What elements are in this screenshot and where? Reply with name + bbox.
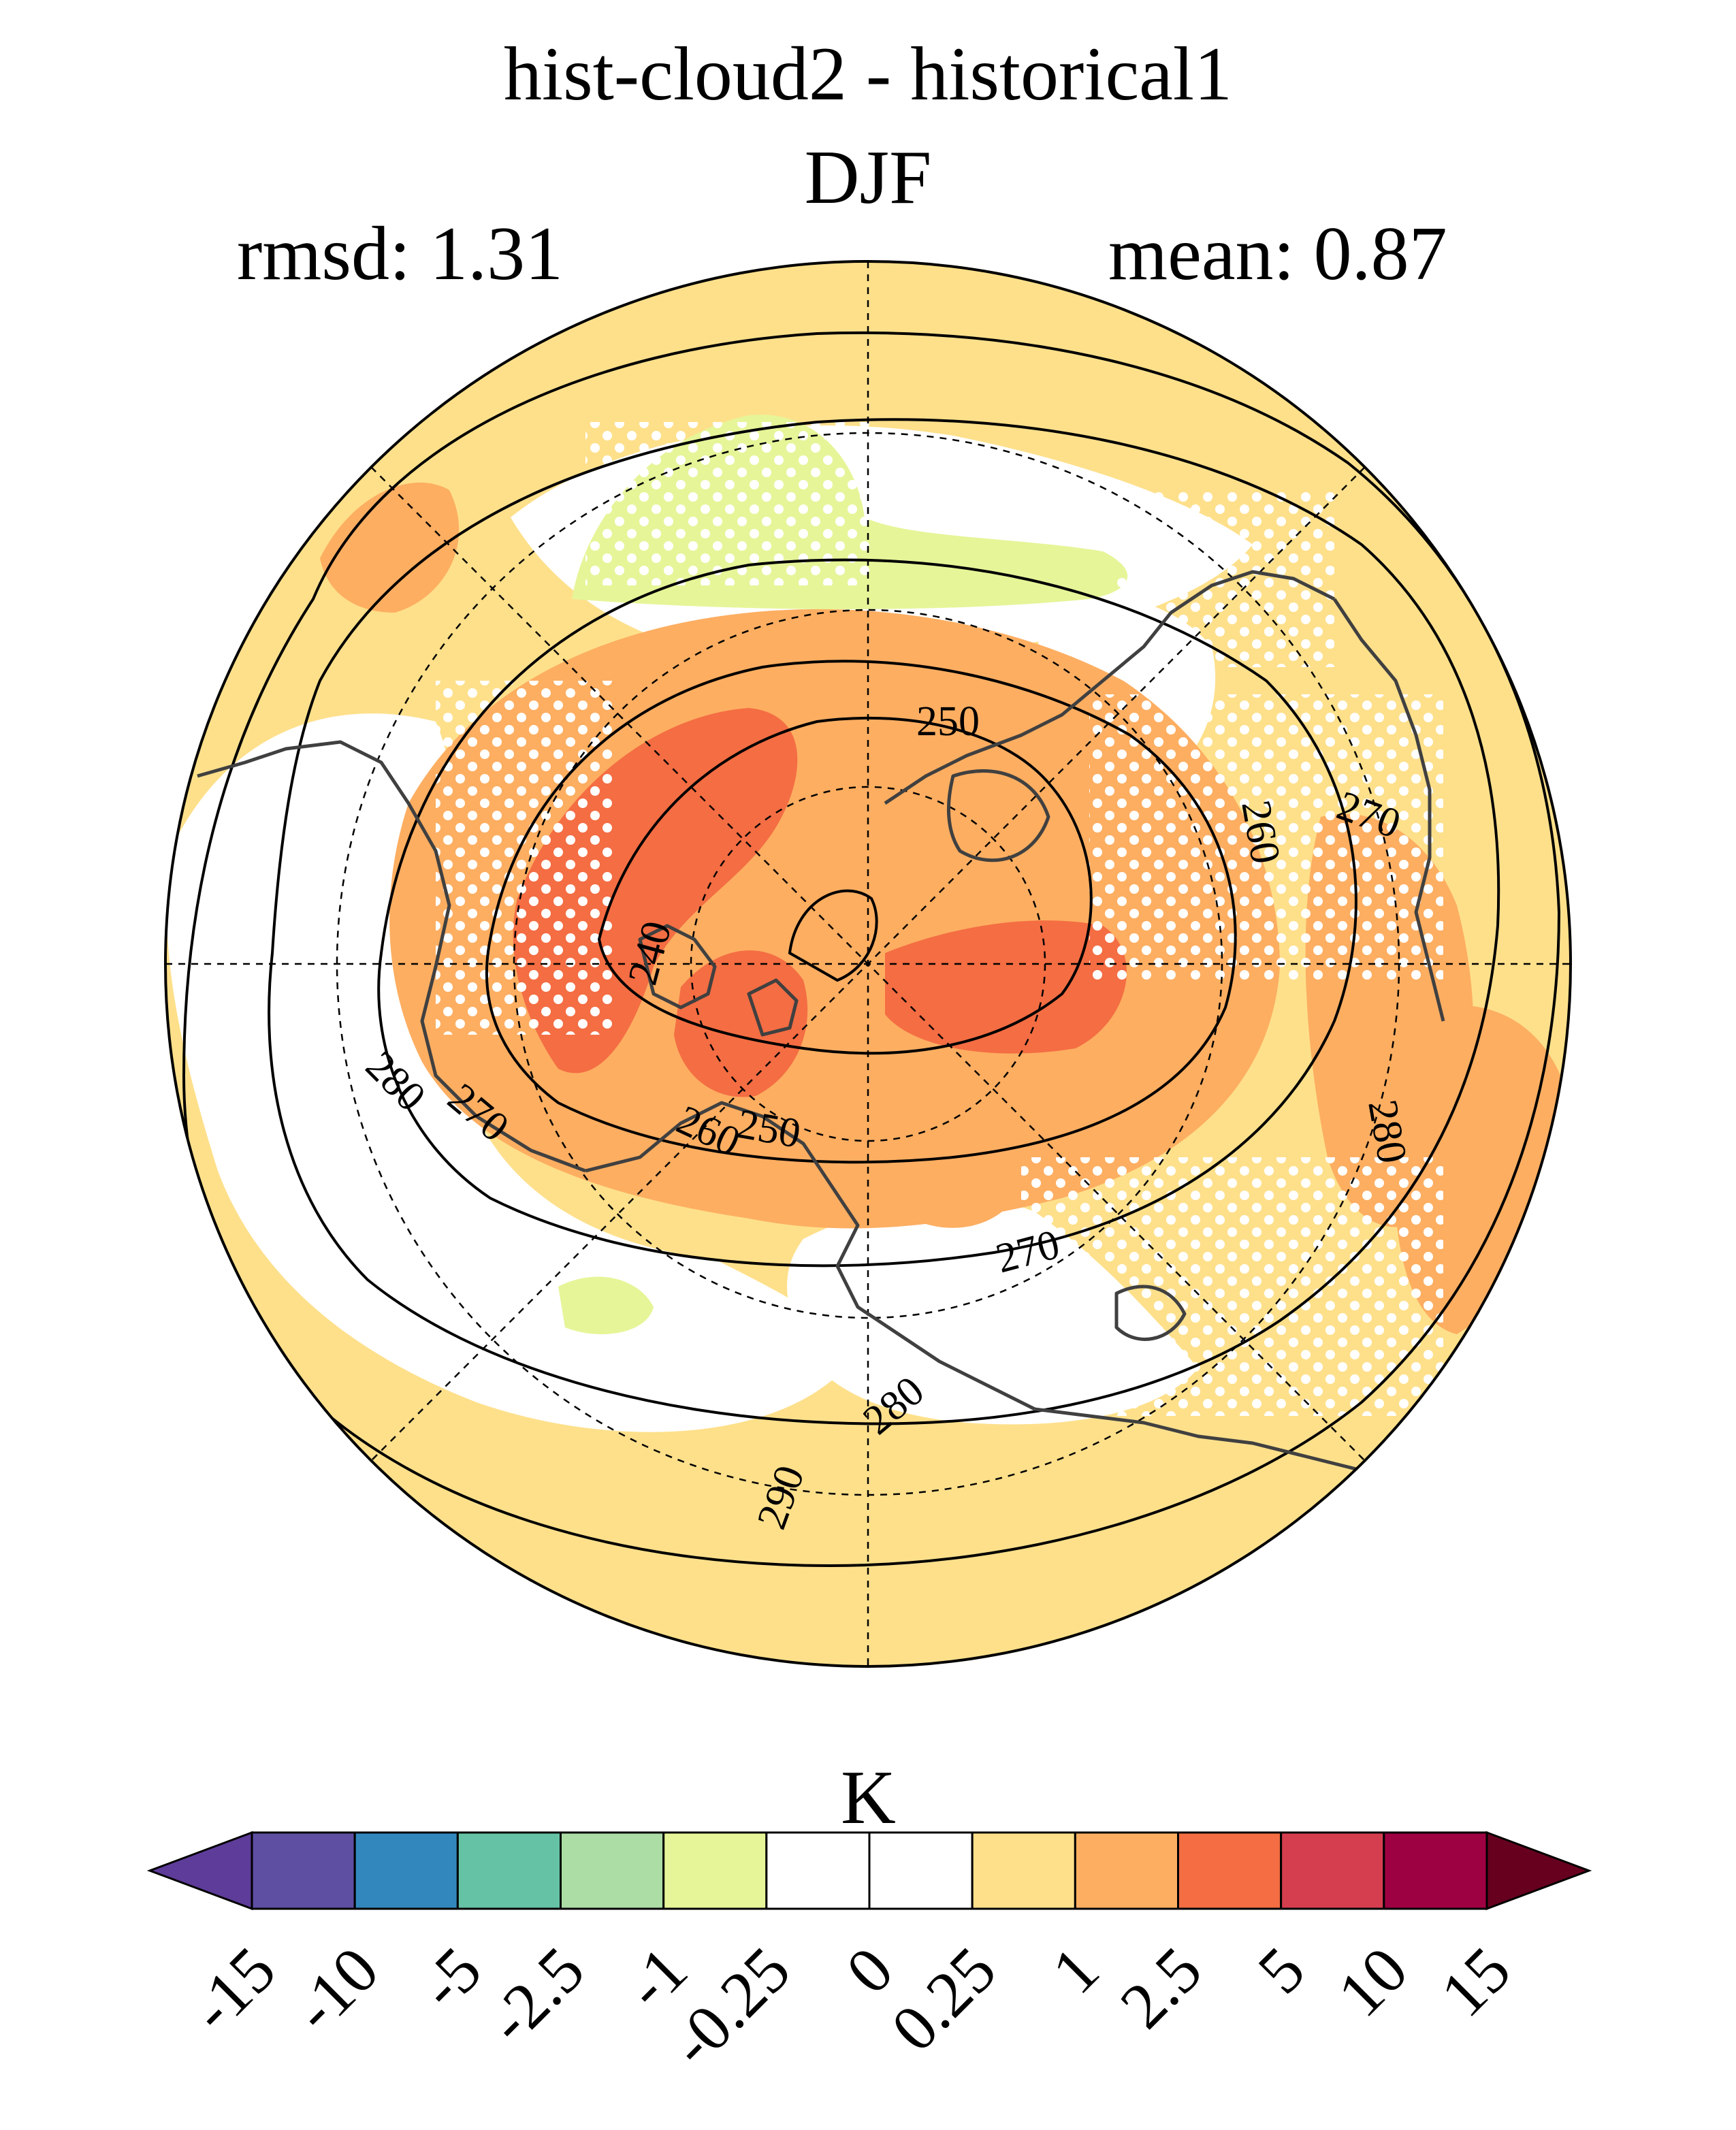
latitude-circle-70	[513, 609, 1223, 1319]
map-title: hist-cloud2 - historical1	[503, 32, 1232, 116]
stipple-patch-east	[1021, 1157, 1443, 1416]
meridian-135	[370, 466, 1366, 1462]
colorbar-swatch	[1074, 1831, 1180, 1910]
colorbar-tick-labels: -15-10 -5-2.5 -1-0.25 00.25 12.5 5 10 15	[176, 1933, 1524, 2080]
map-boundary	[164, 260, 1572, 1668]
coastline-hudson-area	[947, 769, 1050, 862]
colorbar-unit-label: K	[841, 1756, 896, 1840]
colorbar-tick-label: 10	[1323, 1933, 1421, 2031]
coastline-asia-arctic	[884, 570, 1336, 805]
contour-280	[268, 418, 1500, 1425]
cool-region-atlantic	[558, 1276, 654, 1334]
colorbar-swatch	[662, 1831, 768, 1910]
coastlines	[197, 570, 1445, 1472]
graticule	[165, 261, 1571, 1666]
coastline-caspian	[1114, 1285, 1187, 1341]
warm-region-northwest	[320, 482, 460, 613]
contour-label: 260	[1232, 797, 1289, 867]
colorbar-swatch	[560, 1831, 665, 1910]
colorbar-swatch	[868, 1831, 974, 1910]
colorbar-tick-label: -0.25	[656, 1933, 804, 2080]
contour-260	[485, 660, 1237, 1164]
colorbar-swatch	[1383, 1831, 1488, 1910]
contour-240	[788, 889, 878, 982]
coastline-arctic-islands	[638, 924, 717, 1010]
warm-region-canada	[885, 920, 1127, 1054]
colorbar-swatch	[1280, 1831, 1385, 1910]
colorbar-tick-label: -10	[279, 1933, 392, 2046]
colorbar-swatch	[971, 1831, 1076, 1910]
coastline-svalbard	[747, 978, 799, 1037]
warm-region-arctic-central	[674, 950, 808, 1097]
colorbar-tick-label: -15	[176, 1933, 289, 2046]
coastline-east-asia	[1332, 598, 1445, 1022]
contour-label: 250	[734, 1101, 804, 1157]
contour-label: 250	[916, 698, 980, 745]
mean-stat: mean: 0.87	[1108, 212, 1447, 296]
warm-region-north-sea	[905, 1133, 1021, 1228]
neutral-region-west	[166, 713, 851, 1432]
contour-label: 280	[1359, 1097, 1415, 1167]
colorbar-tick-label: 1	[1038, 1933, 1113, 2007]
colorbar-lower-extension	[146, 1830, 253, 1911]
colorbar-swatch	[251, 1831, 356, 1910]
colorbar-swatch	[353, 1831, 459, 1910]
stipple-patch-west	[436, 681, 613, 1035]
colorbar-swatch	[456, 1831, 562, 1910]
contour-250	[597, 716, 1093, 1055]
colorbar-tick-label: 0.25	[878, 1933, 1010, 2065]
colorbar-tick-label: -2.5	[473, 1933, 598, 2057]
colorbar-upper-extension	[1485, 1830, 1592, 1911]
colorbar-tick-label: 5	[1244, 1933, 1319, 2007]
stipple-patch-north	[585, 422, 871, 585]
colorbar-swatch	[1177, 1831, 1283, 1910]
coastline-mediterranean	[1034, 1407, 1362, 1472]
season-subtitle: DJF	[804, 135, 932, 220]
colorbar-tick-label: 15	[1426, 1933, 1524, 2031]
colorbar-tick-label: 2.5	[1106, 1933, 1216, 2042]
rmsd-stat: rmsd: 1.31	[237, 212, 564, 296]
colorbar	[146, 1830, 1592, 1911]
coastline-north-america	[197, 740, 586, 1173]
contour-270	[377, 558, 1357, 1268]
coastline-greenland-europe	[585, 1101, 1036, 1411]
colorbar-swatch	[765, 1831, 871, 1910]
